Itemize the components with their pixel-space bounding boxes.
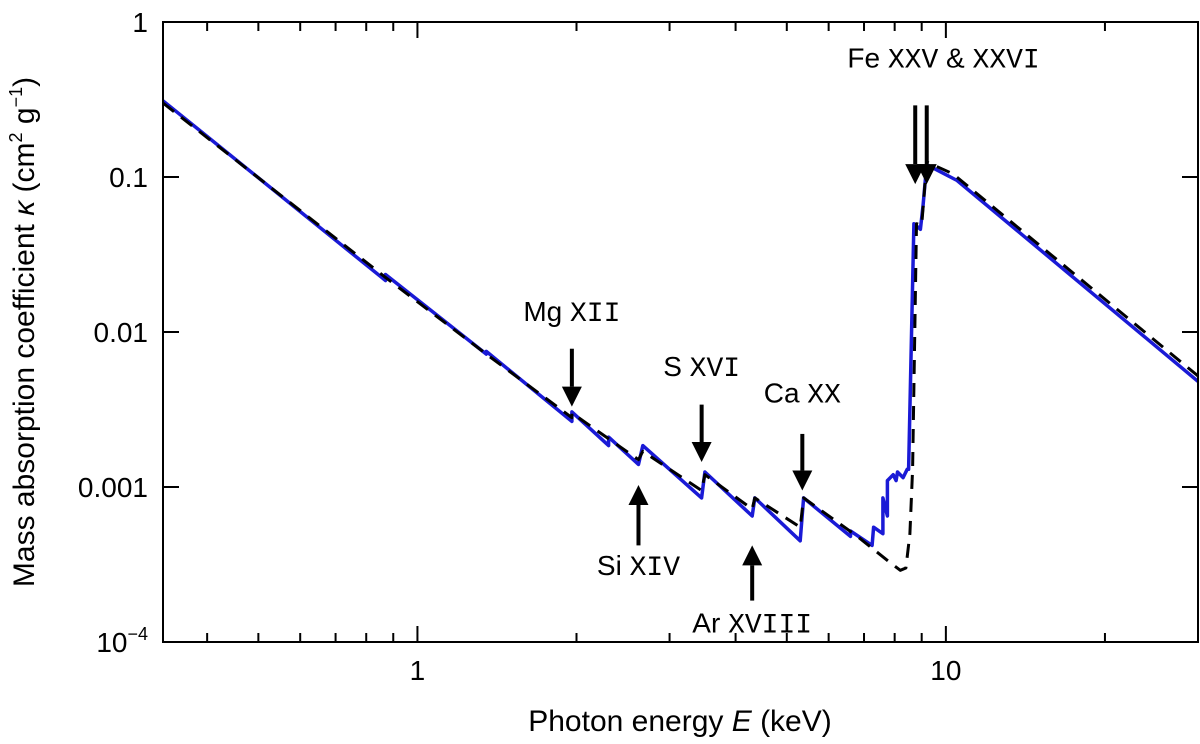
y-tick-label: 0.001 <box>78 472 148 503</box>
arrow-s <box>691 404 712 462</box>
arrow-fe-2 <box>916 105 937 185</box>
annotations-group: Mg XII S XVI Ca XX Si XIV Ar XVIII Fe XXV & X… <box>523 42 1039 641</box>
y-tick-label: 0.01 <box>94 317 149 348</box>
y-tick-label: 10−4 <box>96 624 148 658</box>
x-axis-title: Photon energy E (keV) <box>528 705 832 738</box>
y-axis-title: Mass absorption coefficient κ (cm2 g−1) <box>6 77 41 587</box>
label-ca: Ca XX <box>764 378 841 412</box>
label-ar: Ar XVIII <box>692 608 812 642</box>
arrow-si <box>628 485 649 546</box>
x-tick-label: 10 <box>930 655 961 686</box>
y-tick-label: 1 <box>132 7 148 38</box>
arrow-mg <box>561 348 582 407</box>
label-si: Si XIV <box>597 550 680 584</box>
series-line-black-dashed <box>163 101 1198 572</box>
x-tick-label: 1 <box>410 655 426 686</box>
label-fe: Fe XXV & XXVI <box>847 42 1039 76</box>
series-group <box>163 99 1198 572</box>
label-mg: Mg XII <box>523 296 620 330</box>
arrow-ar <box>742 545 763 601</box>
series-line-blue-solid <box>163 99 1198 548</box>
arrow-ca <box>792 433 813 491</box>
plot-frame <box>162 21 1199 643</box>
label-s: S XVI <box>663 351 740 385</box>
y-tick-label: 0.1 <box>109 162 148 193</box>
axis-ticks: 1 10 1 0.1 0.01 0.001 10−4 <box>78 7 1199 686</box>
